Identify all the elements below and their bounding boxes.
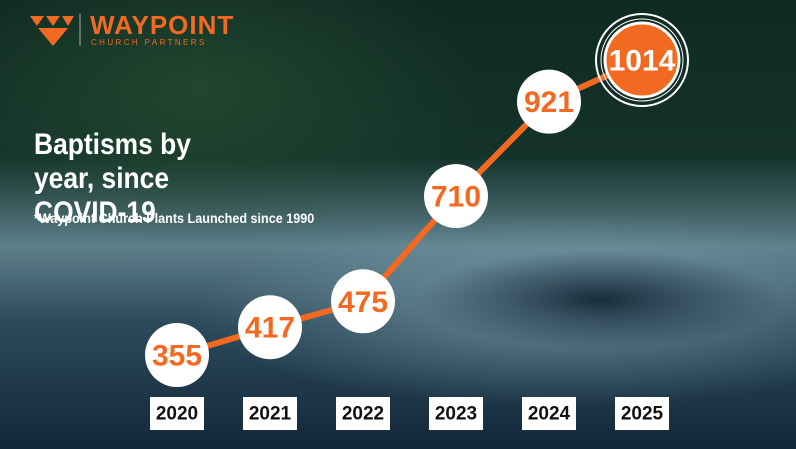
x-tick-label: 2023 bbox=[435, 404, 477, 425]
data-label: 475 bbox=[338, 286, 388, 319]
logo-mark bbox=[30, 14, 81, 46]
logo-name: WAYPOINT bbox=[90, 10, 235, 40]
year-box bbox=[429, 397, 483, 430]
x-tick-label: 2022 bbox=[342, 404, 384, 425]
data-label: 921 bbox=[524, 86, 574, 119]
x-tick-label: 2020 bbox=[156, 404, 198, 425]
point bbox=[145, 323, 209, 387]
highlight-ring bbox=[600, 18, 684, 102]
point bbox=[517, 69, 581, 134]
point bbox=[238, 295, 302, 360]
year-box bbox=[615, 397, 669, 430]
chart-title: Baptisms by year, since COVID-19 bbox=[34, 128, 191, 229]
data-label: 710 bbox=[431, 181, 481, 214]
chart-subtitle: *Waypoint Church Plants Launched since 1… bbox=[34, 210, 315, 226]
year-box bbox=[336, 397, 390, 430]
year-box bbox=[150, 397, 204, 430]
logo-tagline: CHURCH PARTNERS bbox=[91, 38, 207, 47]
x-tick-label: 2025 bbox=[621, 404, 664, 425]
year-box bbox=[243, 397, 297, 430]
data-label: 355 bbox=[152, 340, 202, 373]
data-label: 417 bbox=[245, 312, 295, 345]
point bbox=[424, 164, 488, 229]
x-tick-label: 2024 bbox=[528, 404, 571, 425]
point bbox=[331, 269, 395, 334]
year-box bbox=[522, 397, 576, 430]
x-tick-label: 2021 bbox=[249, 404, 292, 425]
highlight-ring bbox=[595, 13, 689, 107]
point bbox=[603, 21, 681, 99]
data-label: 1014 bbox=[609, 45, 676, 78]
